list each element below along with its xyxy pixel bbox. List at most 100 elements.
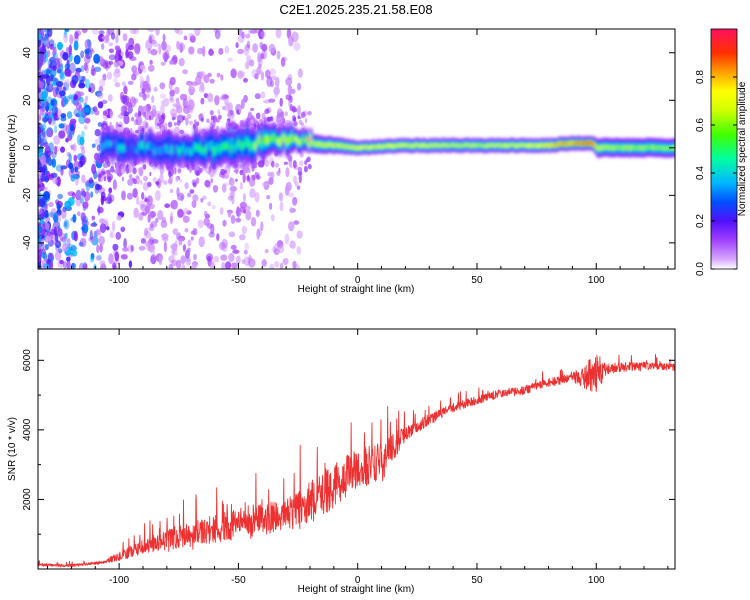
- spec-blob: [219, 242, 226, 251]
- spec-blob: [51, 158, 57, 168]
- spec-blob: [181, 264, 186, 269]
- spec-speckle: [235, 178, 238, 182]
- spec-band-cell: [155, 145, 158, 152]
- spec-blob: [178, 57, 185, 67]
- snr-xtick-label: 50: [471, 575, 483, 586]
- spec-blob: [80, 50, 85, 59]
- snr-ytick-label: 4000: [22, 418, 33, 441]
- spec-blob: [258, 29, 265, 40]
- spec-blob: [112, 77, 119, 83]
- spec-blob: [84, 117, 91, 124]
- spec-blob: [63, 79, 71, 87]
- spec-blob: [46, 29, 50, 33]
- spec-band-cell: [390, 144, 393, 148]
- spec-blob: [81, 99, 88, 104]
- spectrogram-y-axis: -40 -20 0 20 40: [22, 28, 675, 268]
- spec-band-cell: [231, 138, 235, 148]
- spec-blob: [149, 223, 154, 229]
- spec-blob: [48, 111, 52, 116]
- spec-speckle: [229, 109, 234, 116]
- spectrogram-y-label: Frequency (Hz): [7, 115, 18, 184]
- spec-blob: [100, 195, 105, 206]
- spec-speckle: [160, 169, 165, 173]
- snr-xtick-label: 100: [588, 575, 605, 586]
- spec-band-cell: [302, 135, 305, 141]
- spec-speckle: [107, 176, 112, 183]
- spec-blob: [69, 34, 74, 45]
- spec-blob: [54, 145, 58, 155]
- spec-band-cell: [596, 145, 599, 150]
- spec-blob: [58, 90, 66, 97]
- spec-band-cell: [143, 147, 147, 154]
- spec-blob: [191, 200, 197, 209]
- spec-speckle: [128, 165, 131, 169]
- spec-blob: [38, 262, 42, 269]
- spec-speckle: [210, 115, 215, 121]
- spec-blob: [45, 146, 50, 152]
- spec-speckle: [304, 160, 308, 165]
- spec-band-cell: [332, 144, 336, 148]
- spec-blob: [127, 178, 134, 186]
- spec-blob: [169, 108, 178, 117]
- spec-blob: [38, 159, 41, 168]
- spec-band-cell: [609, 145, 612, 150]
- spec-blob: [55, 80, 64, 87]
- spec-blob: [211, 204, 216, 210]
- spec-band-cell: [647, 145, 651, 150]
- spec-speckle: [300, 111, 306, 118]
- spec-speckle: [179, 179, 183, 183]
- spec-blob: [256, 228, 261, 240]
- spec-blob: [188, 46, 195, 55]
- spectrogram-frame: [37, 28, 676, 270]
- spec-band-cell: [271, 134, 275, 141]
- spec-blob: [193, 253, 197, 261]
- spec-band-cell: [359, 146, 362, 150]
- spec-blob: [123, 238, 127, 249]
- spec-blob: [187, 192, 192, 198]
- spec-ytick-label: 0: [22, 145, 33, 151]
- spec-band-cell: [603, 145, 607, 150]
- spec-blob: [230, 188, 235, 199]
- spec-blob: [151, 105, 157, 113]
- spec-band-cell: [495, 144, 498, 148]
- spec-speckle: [298, 119, 303, 125]
- spec-band-cell: [413, 144, 416, 148]
- spec-band-cell: [311, 141, 315, 146]
- spec-blob: [114, 53, 119, 63]
- spec-blob: [244, 205, 251, 211]
- spec-blob: [59, 69, 64, 80]
- spec-band-cell: [268, 135, 271, 143]
- spec-band-cell: [569, 142, 572, 146]
- spec-band-cell: [365, 145, 368, 149]
- spec-blob: [169, 89, 175, 97]
- spec-blob: [288, 221, 295, 232]
- spec-blob: [81, 190, 87, 198]
- spec-speckle: [105, 170, 109, 175]
- spec-blob: [237, 48, 245, 55]
- spec-band-cell: [617, 145, 620, 150]
- spec-band-cell: [619, 145, 622, 150]
- spec-speckle: [110, 115, 113, 119]
- spec-speckle: [94, 110, 100, 116]
- spec-blob: [203, 74, 210, 84]
- spec-blob: [169, 189, 174, 193]
- spec-blob: [81, 130, 85, 139]
- spec-blob: [94, 229, 102, 237]
- spec-blob: [84, 263, 88, 269]
- spec-band-cell: [185, 146, 189, 154]
- spec-blob: [227, 57, 234, 62]
- spec-blob: [141, 192, 145, 200]
- spec-speckle: [95, 138, 99, 146]
- spec-blob: [101, 43, 105, 50]
- spec-blob: [142, 93, 147, 101]
- spec-blob: [187, 239, 192, 247]
- snr-xtick-label: -100: [109, 575, 129, 586]
- spec-blob: [242, 168, 249, 174]
- spec-blob: [237, 70, 244, 80]
- spec-blob: [115, 231, 121, 240]
- spec-band-cell: [508, 143, 511, 147]
- spec-blob: [38, 105, 42, 110]
- spec-blob: [161, 40, 167, 51]
- snr-y-label: SNR (10 * v/v): [7, 417, 18, 481]
- colorbar-tick-label: 0.6: [695, 118, 706, 132]
